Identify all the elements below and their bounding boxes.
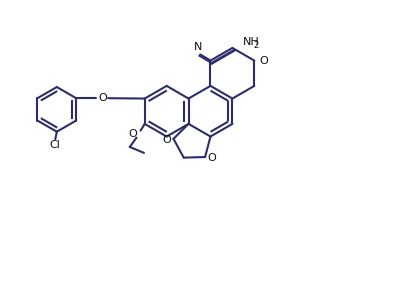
Text: O: O	[259, 56, 268, 66]
Text: 2: 2	[253, 41, 259, 50]
Text: NH: NH	[243, 37, 260, 47]
Text: O: O	[207, 153, 216, 163]
Text: Cl: Cl	[50, 140, 60, 150]
Text: O: O	[163, 135, 172, 145]
Text: N: N	[194, 42, 203, 52]
Text: O: O	[128, 129, 137, 139]
Text: O: O	[99, 93, 107, 103]
